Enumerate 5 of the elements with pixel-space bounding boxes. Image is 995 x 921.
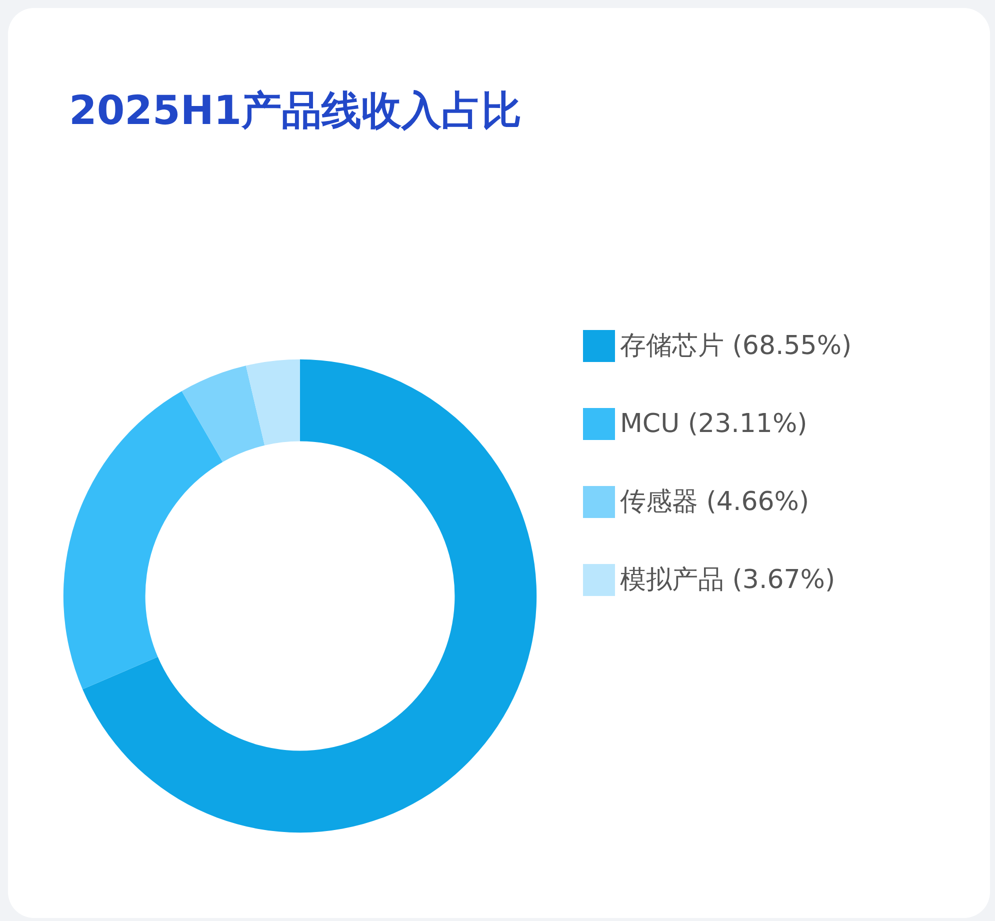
legend-label: 存储芯片 (68.55%) <box>620 331 852 361</box>
legend-label: MCU (23.11%) <box>620 409 808 439</box>
chart-title: 2025H1产品线收入占比 <box>69 88 522 134</box>
legend-label: 模拟产品 (3.67%) <box>620 565 836 595</box>
legend-label: 传感器 (4.66%) <box>620 487 810 517</box>
